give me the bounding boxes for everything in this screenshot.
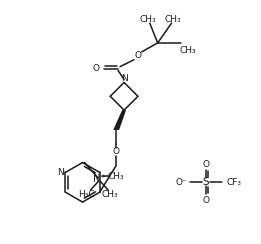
Text: CH₃: CH₃ — [164, 15, 181, 24]
Text: N: N — [57, 168, 64, 177]
Text: CH₃: CH₃ — [179, 46, 196, 55]
Text: H₃C: H₃C — [78, 190, 95, 199]
Text: O⁻: O⁻ — [176, 178, 187, 187]
Text: S: S — [203, 177, 209, 187]
Text: O: O — [93, 64, 100, 73]
Text: N⁺: N⁺ — [93, 174, 106, 184]
Text: CH₃: CH₃ — [108, 172, 124, 181]
Text: CF₃: CF₃ — [226, 178, 241, 187]
Text: CH₃: CH₃ — [139, 15, 156, 24]
Text: O: O — [113, 147, 120, 156]
Text: O: O — [203, 196, 210, 205]
Text: CH₃: CH₃ — [102, 190, 118, 199]
Text: N: N — [121, 74, 127, 83]
Text: O: O — [203, 160, 210, 169]
Text: O: O — [134, 51, 141, 60]
Polygon shape — [113, 110, 126, 130]
